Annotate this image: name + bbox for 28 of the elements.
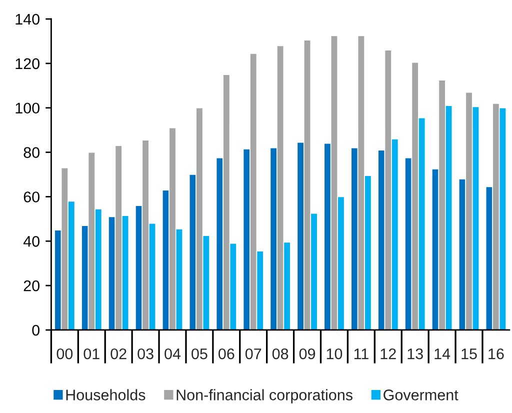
x-tick-label: 07 [245,348,262,360]
y-tick-label: 0 [32,324,40,336]
x-tick-label: 14 [434,348,450,360]
y-tick-label: 40 [23,236,40,247]
x-tick-label: 13 [408,348,423,360]
x-tick-label: 03 [138,348,154,360]
y-tick-label: 80 [24,147,40,158]
x-tick-label: 08 [272,348,288,360]
x-tick-label: 02 [110,348,126,360]
x-tick-label: 11 [354,348,368,360]
x-tick-label: 06 [218,348,234,360]
y-tick-label: 20 [24,280,40,292]
x-tick-label: 12 [380,348,396,360]
x-tick-label: 01 [84,348,100,360]
x-tick-label: 10 [326,348,342,360]
x-tick-label: 00 [56,348,73,360]
legend-label: Non-financial corporations [176,389,352,404]
x-tick-label: 04 [164,348,181,360]
y-tick-label: 140 [16,14,40,25]
x-tick-label: 15 [462,348,477,360]
legend-label: Households [66,389,146,400]
y-tick-label: 120 [16,58,40,70]
legend-label: Goverment [384,390,458,400]
x-tick-label: 16 [488,348,504,360]
y-tick-label: 100 [16,102,40,114]
x-tick-label: 05 [192,348,208,360]
y-tick-label: 60 [24,192,40,202]
x-tick-label: 09 [299,348,316,360]
